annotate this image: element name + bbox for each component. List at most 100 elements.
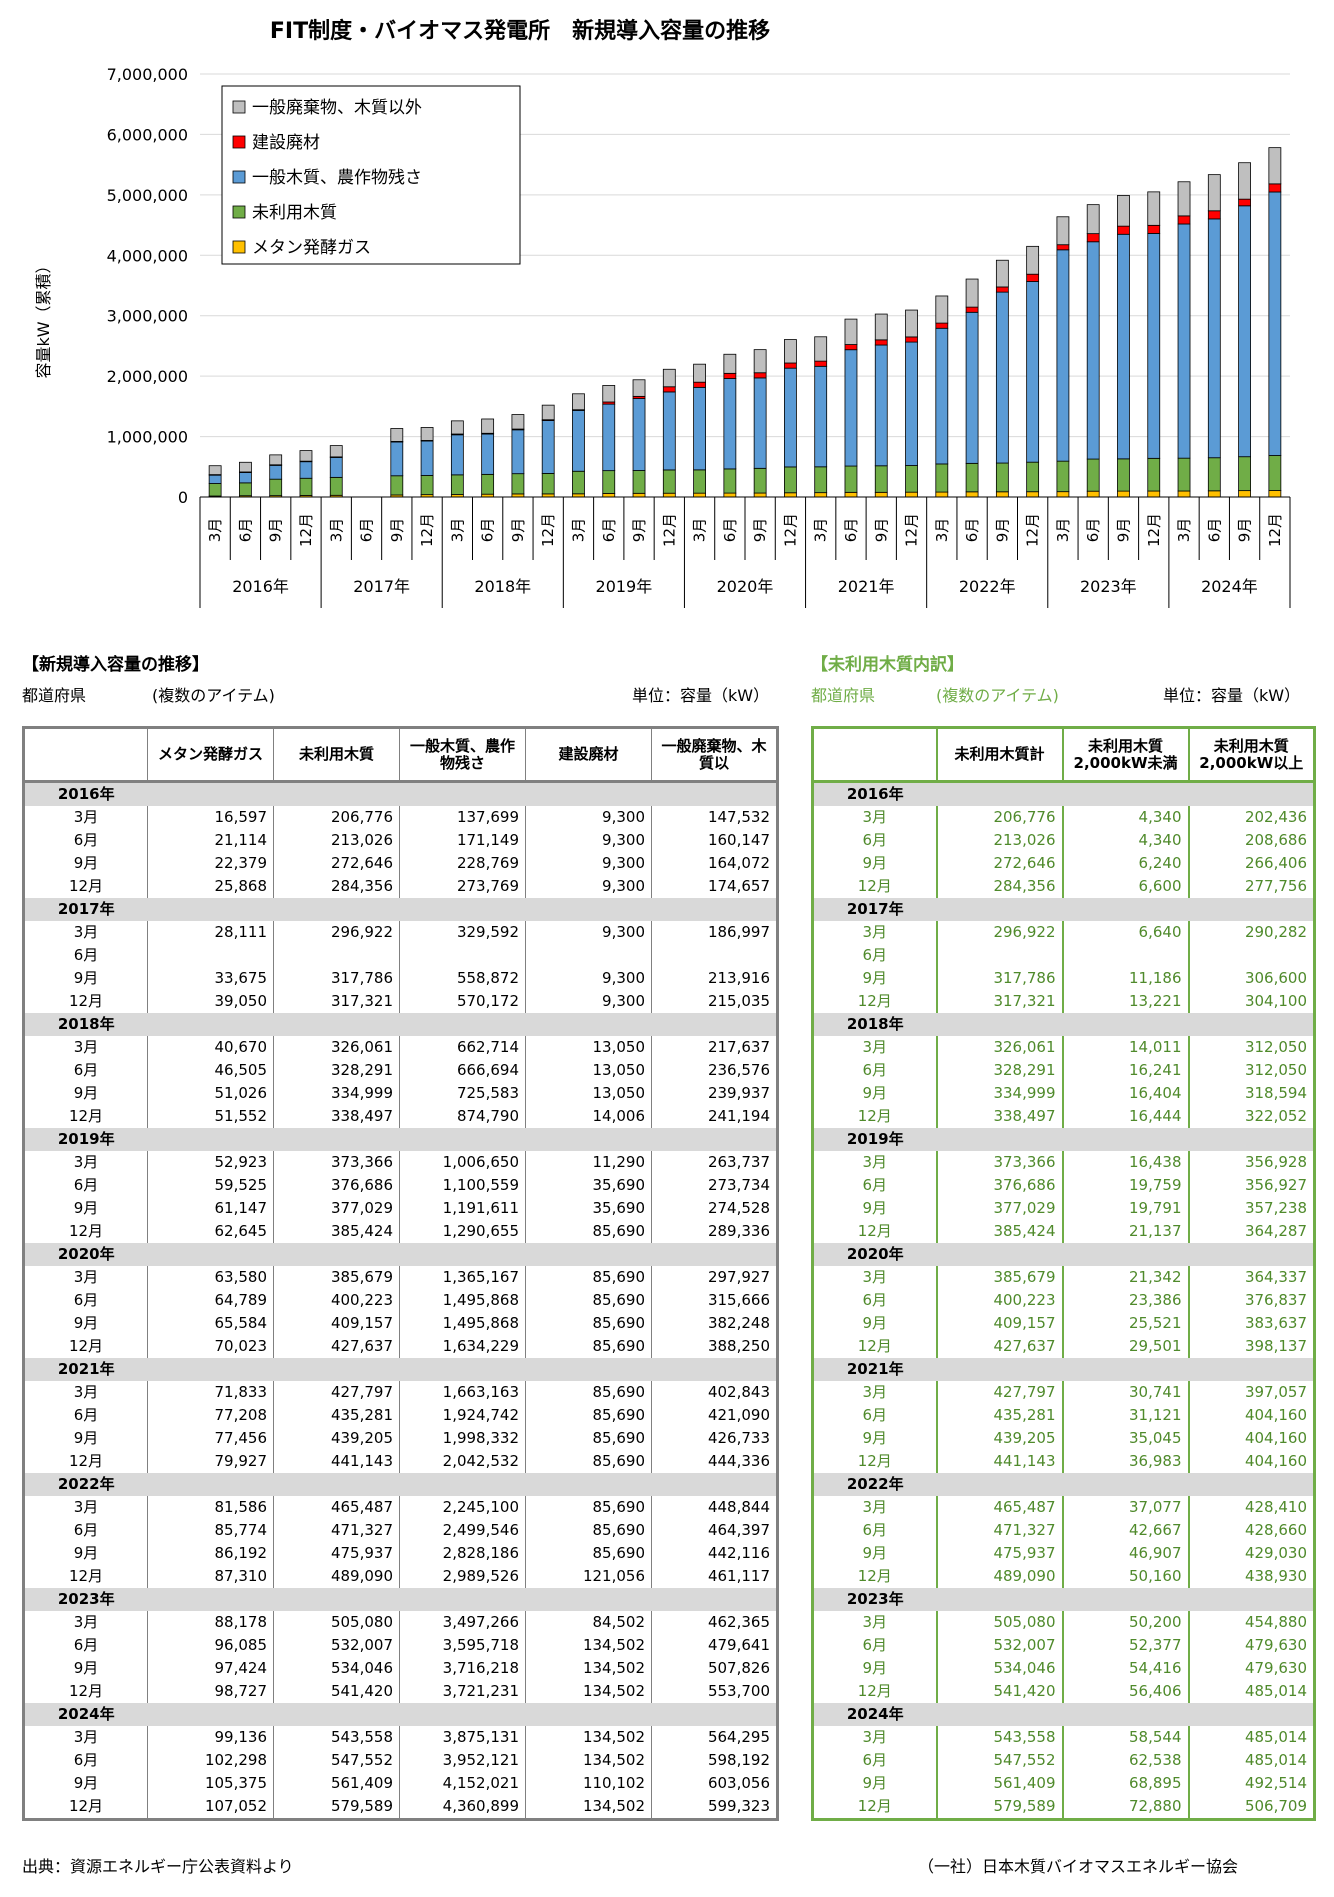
table-row: 6月 xyxy=(812,944,1316,967)
period-cell: 9月 xyxy=(23,1657,148,1680)
bar-segment-series-4-period-27 xyxy=(1026,245,1040,275)
period-cell: 9月 xyxy=(812,1542,938,1565)
year-label: 2023年 xyxy=(812,1588,937,1611)
bar-segment-series-1-period-30 xyxy=(1117,458,1130,492)
bar-segment-series-2-period-29 xyxy=(1086,241,1100,460)
value-cell: 2,989,526 xyxy=(399,1565,526,1588)
bar-segment-series-1-period-15 xyxy=(662,469,676,494)
value-cell: 33,675 xyxy=(147,967,274,990)
value-cell: 42,667 xyxy=(1062,1519,1190,1542)
value-cell: 272,646 xyxy=(273,852,400,875)
bar-segment-series-1-period-9 xyxy=(481,473,495,495)
bar-segment-series-2-period-32 xyxy=(1177,223,1191,459)
x-tick-label-month: 6月 xyxy=(1205,518,1223,543)
period-cell: 12月 xyxy=(23,1335,148,1358)
table-row: 6月 547,552 62,538 485,014 xyxy=(812,1749,1316,1772)
value-cell: 71,833 xyxy=(147,1381,274,1404)
year-row-blank xyxy=(936,1013,1063,1036)
value-cell: 105,375 xyxy=(147,1772,274,1795)
table-row: 6月 213,026 4,340 208,686 xyxy=(812,829,1316,852)
value-cell: 273,769 xyxy=(399,875,526,898)
table-row: 9月 561,409 68,895 492,514 xyxy=(812,1772,1316,1795)
table-row: 6月 xyxy=(23,944,778,967)
period-cell: 12月 xyxy=(812,1450,938,1473)
x-tick-label-month: 9月 xyxy=(267,518,285,543)
bar-segment-series-0-period-13 xyxy=(602,493,616,498)
table-row: 3月 28,111 296,922 329,592 9,300 186,997 xyxy=(23,921,778,944)
value-cell: 579,589 xyxy=(936,1795,1064,1820)
value-cell: 23,386 xyxy=(1062,1289,1190,1312)
table-row: 6月 376,686 19,759 356,927 xyxy=(812,1174,1316,1197)
period-cell: 9月 xyxy=(812,1312,938,1335)
sub-filter-value[interactable]: (複数のアイテム) xyxy=(936,686,1059,705)
value-cell: 507,826 xyxy=(651,1657,778,1680)
value-cell: 22,379 xyxy=(147,852,274,875)
year-row: 2017年 xyxy=(812,898,1315,921)
period-cell: 6月 xyxy=(23,1634,148,1657)
value-cell: 400,223 xyxy=(936,1289,1064,1312)
table-row: 6月 400,223 23,386 376,837 xyxy=(812,1289,1316,1312)
period-cell: 3月 xyxy=(812,1381,938,1404)
year-label: 2021年 xyxy=(812,1358,937,1381)
value-cell: 435,281 xyxy=(936,1404,1064,1427)
value-cell: 16,597 xyxy=(147,806,274,829)
bar-segment-series-0-period-35 xyxy=(1268,490,1282,498)
bar-segment-series-4-period-23 xyxy=(905,309,918,338)
table-row: 9月 439,205 35,045 404,160 xyxy=(812,1427,1316,1450)
period-cell: 12月 xyxy=(812,1565,938,1588)
bar-segment-series-2-period-10 xyxy=(511,429,525,475)
value-cell: 3,497,266 xyxy=(399,1611,526,1634)
value-cell: 364,287 xyxy=(1188,1220,1316,1243)
y-tick-label: 0 xyxy=(178,488,188,507)
value-cell: 543,558 xyxy=(273,1726,400,1749)
year-row-blank xyxy=(147,1128,274,1151)
period-cell: 6月 xyxy=(23,1289,148,1312)
main-filter-value[interactable]: (複数のアイテム) xyxy=(152,686,275,705)
value-cell: 160,147 xyxy=(651,829,778,852)
sub-table-title: 【未利用木質内訳】 xyxy=(811,655,964,675)
value-cell: 506,709 xyxy=(1188,1795,1316,1820)
value-cell: 65,584 xyxy=(147,1312,274,1335)
period-cell: 3月 xyxy=(23,921,148,944)
bar-segment-series-3-period-19 xyxy=(784,362,797,369)
y-tick-label: 7,000,000 xyxy=(107,65,188,84)
bar-segment-series-1-period-29 xyxy=(1086,458,1100,492)
table-row: 6月 77,208 435,281 1,924,742 85,690 421,090 xyxy=(23,1404,778,1427)
value-cell: 72,880 xyxy=(1062,1795,1190,1820)
value-cell: 2,042,532 xyxy=(399,1450,526,1473)
value-cell: 304,100 xyxy=(1188,990,1316,1013)
y-tick-label: 2,000,000 xyxy=(107,367,188,386)
value-cell: 51,026 xyxy=(147,1082,274,1105)
x-tick-label-month: 6月 xyxy=(358,518,376,543)
value-cell: 462,365 xyxy=(651,1611,778,1634)
value-cell: 1,006,650 xyxy=(399,1151,526,1174)
bar-segment-series-1-period-10 xyxy=(511,473,525,495)
bar-segment-series-0-period-25 xyxy=(965,491,979,498)
value-cell: 570,172 xyxy=(399,990,526,1013)
value-cell: 217,637 xyxy=(651,1036,778,1059)
value-cell: 16,241 xyxy=(1062,1059,1190,1082)
year-label: 2018年 xyxy=(23,1013,148,1036)
value-cell: 388,250 xyxy=(651,1335,778,1358)
value-cell: 364,337 xyxy=(1188,1266,1316,1289)
bar-segment-series-2-period-35 xyxy=(1268,191,1282,456)
bar-segment-series-2-period-16 xyxy=(693,386,706,471)
table-row: 9月 272,646 6,240 266,406 xyxy=(812,852,1316,875)
period-cell: 12月 xyxy=(812,875,938,898)
header-construction: 建設廃材 xyxy=(525,727,652,783)
bar-segment-series-4-period-26 xyxy=(995,259,1009,288)
value-cell: 134,502 xyxy=(525,1749,652,1772)
year-row-blank xyxy=(936,898,1063,921)
value-cell: 25,868 xyxy=(147,875,274,898)
value-cell: 543,558 xyxy=(936,1726,1064,1749)
value-cell: 3,875,131 xyxy=(399,1726,526,1749)
year-row-blank xyxy=(1188,1013,1315,1036)
value-cell: 9,300 xyxy=(525,921,652,944)
value-cell: 404,160 xyxy=(1188,1450,1316,1473)
x-tick-label-month: 3月 xyxy=(812,518,830,543)
value-cell: 385,679 xyxy=(936,1266,1064,1289)
bar-segment-series-4-period-8 xyxy=(450,420,464,435)
year-row-blank xyxy=(273,1358,400,1381)
value-cell: 442,116 xyxy=(651,1542,778,1565)
period-cell: 12月 xyxy=(23,1220,148,1243)
